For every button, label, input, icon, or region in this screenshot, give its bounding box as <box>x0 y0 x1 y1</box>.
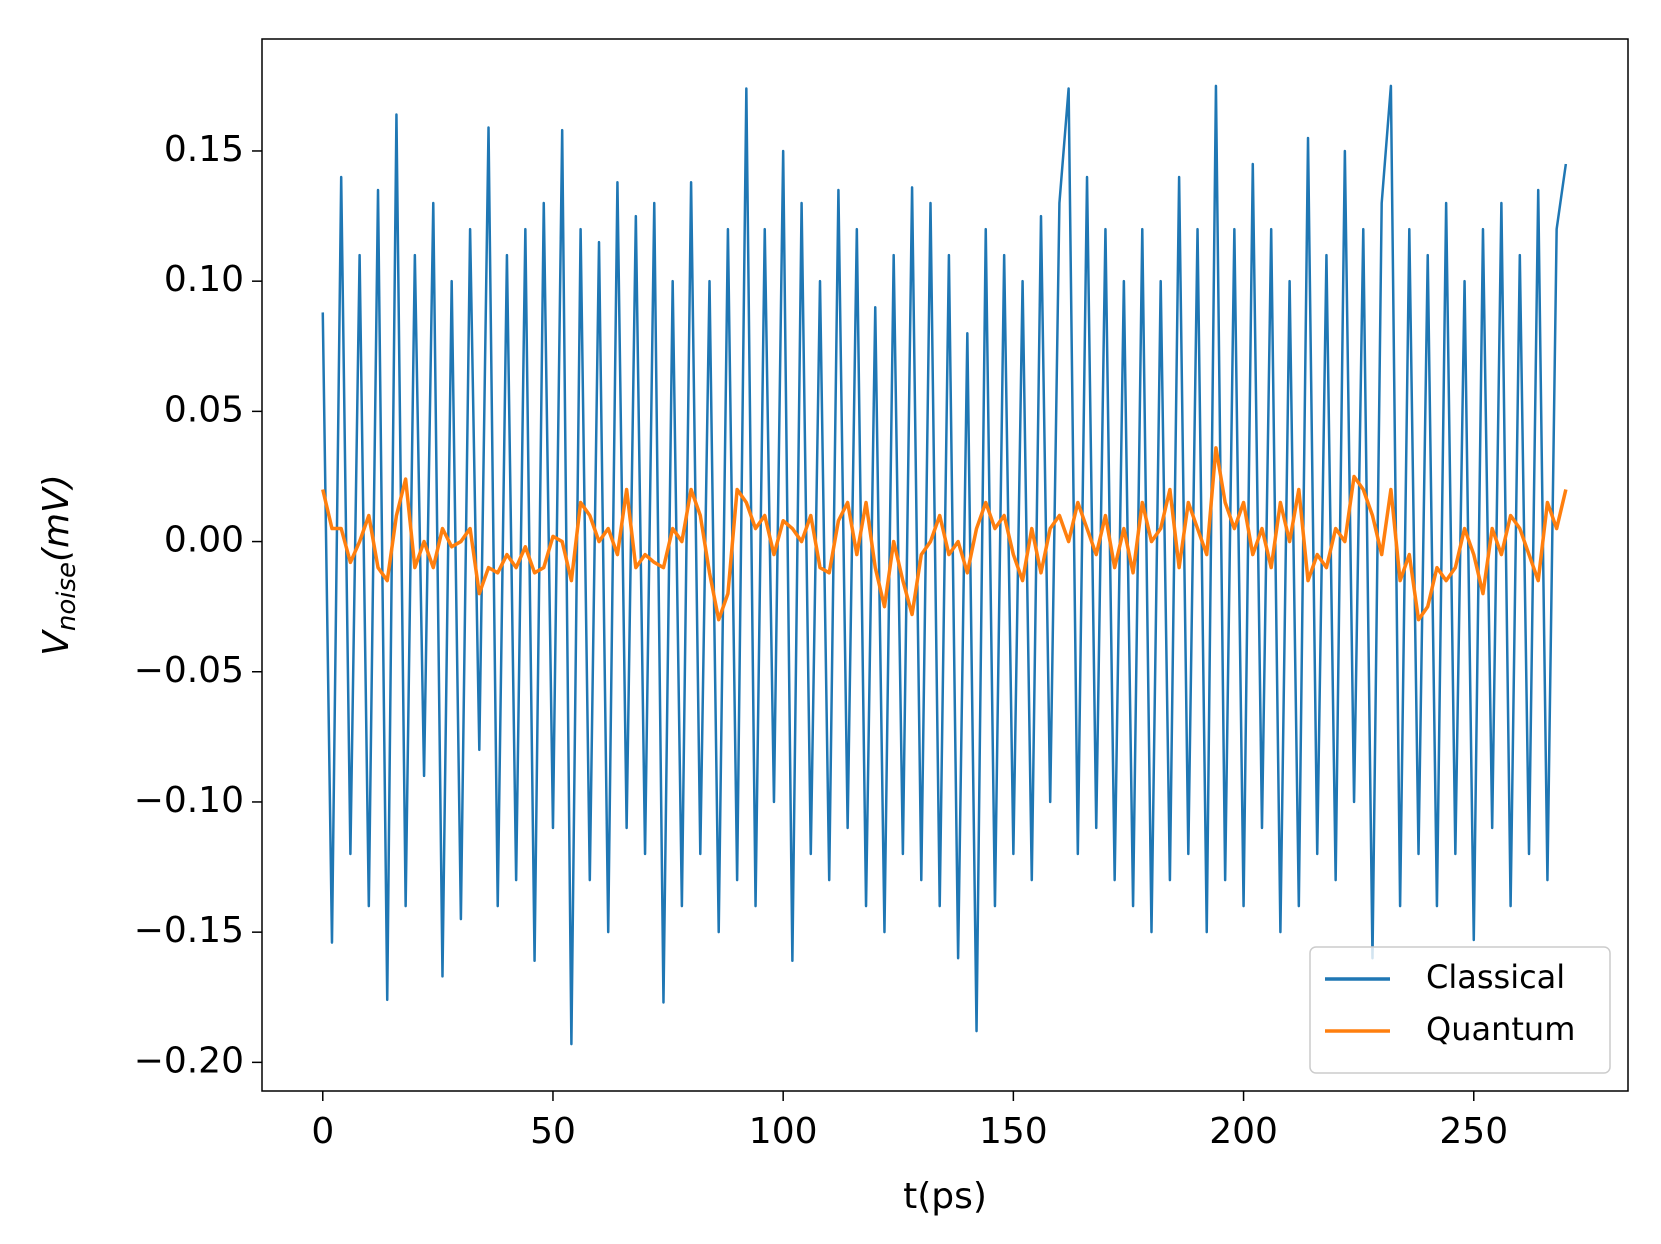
x-axis-label: t(ps) <box>903 1176 987 1217</box>
legend-label: Classical <box>1426 958 1565 996</box>
y-tick-label: 0.10 <box>164 259 244 300</box>
y-tick-label: −0.20 <box>134 1040 244 1081</box>
x-tick-label: 100 <box>749 1111 818 1152</box>
y-tick-label: −0.15 <box>134 910 244 951</box>
y-label-rest: (mV) <box>36 474 77 562</box>
x-tick-label: 0 <box>311 1111 334 1152</box>
y-axis-label: Vnoise(mV) <box>36 474 82 656</box>
legend-label: Quantum <box>1426 1010 1575 1048</box>
series-line <box>321 446 1568 622</box>
y-tick-label: −0.10 <box>134 780 244 821</box>
series-line <box>321 84 1568 1046</box>
y-label-subscript: noise <box>52 562 82 631</box>
x-tick-label: 250 <box>1439 1111 1508 1152</box>
x-tick-label: 50 <box>530 1111 576 1152</box>
y-tick-label: −0.05 <box>134 650 244 691</box>
y-tick-label: 0.00 <box>164 520 244 561</box>
x-tick-label: 200 <box>1209 1111 1278 1152</box>
plot-frame <box>261 38 1629 1092</box>
y-tick-label: 0.15 <box>164 129 244 170</box>
y-tick-label: 0.05 <box>164 389 244 430</box>
y-label-main: V <box>36 629 77 656</box>
x-tick-label: 150 <box>979 1111 1048 1152</box>
